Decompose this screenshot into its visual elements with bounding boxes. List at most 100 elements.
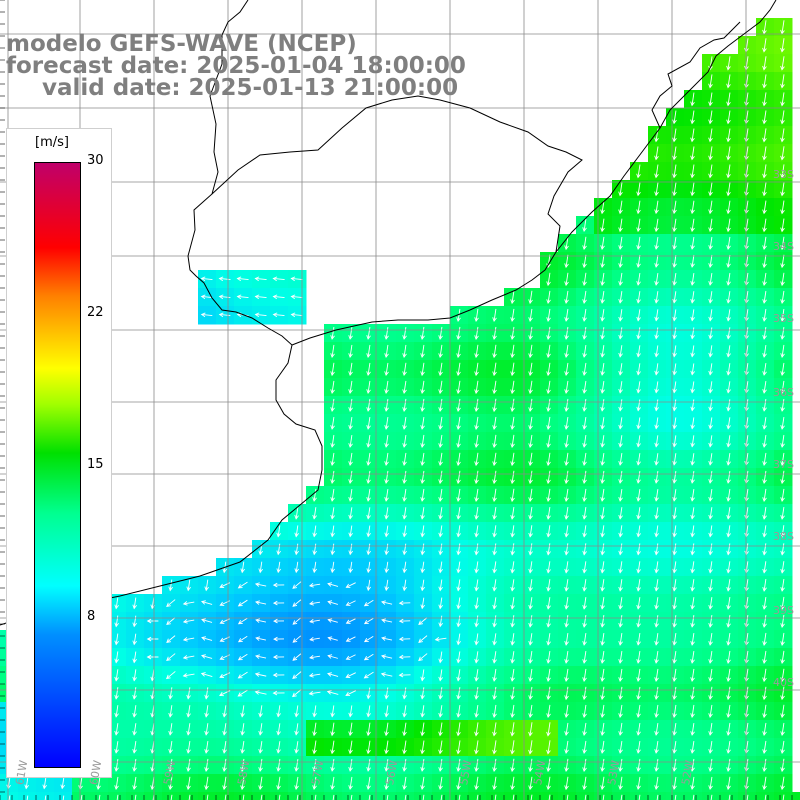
wind-arrow	[654, 218, 659, 233]
wind-speed-cell	[432, 792, 451, 800]
wind-arrow	[528, 398, 533, 413]
wind-arrow	[381, 636, 393, 641]
wind-arrow	[654, 254, 659, 268]
wind-arrow	[708, 218, 713, 233]
wind-arrow	[182, 619, 195, 624]
wind-arrow	[690, 146, 695, 161]
wind-arrow	[384, 434, 389, 448]
wind-arrow	[348, 416, 353, 430]
wind-arrow	[348, 362, 353, 377]
wind-arrow	[564, 615, 569, 628]
wind-arrow	[690, 399, 695, 412]
wind-arrow	[240, 758, 245, 772]
wind-arrow	[345, 636, 356, 642]
wind-arrow	[438, 615, 443, 628]
wind-arrow	[402, 776, 407, 790]
wind-arrow	[546, 470, 551, 485]
wind-arrow	[726, 470, 731, 484]
wind-arrow	[204, 579, 209, 592]
wind-arrow	[96, 776, 101, 790]
wind-arrow	[188, 794, 191, 800]
wind-arrow	[273, 636, 284, 642]
wind-arrow	[762, 740, 767, 754]
wind-arrow	[780, 146, 785, 161]
wind-arrow	[636, 327, 641, 340]
wind-speed-cell	[648, 792, 667, 800]
wind-arrow	[620, 794, 623, 800]
wind-arrow	[348, 525, 353, 538]
wind-arrow	[690, 758, 695, 772]
wind-arrow	[510, 704, 515, 719]
wind-arrow	[308, 691, 321, 696]
wind-arrow	[330, 722, 335, 737]
wind-arrow	[182, 673, 195, 678]
wind-arrow	[492, 507, 497, 520]
wind-arrow	[690, 110, 695, 125]
wind-arrow	[292, 581, 302, 589]
wind-arrow	[474, 326, 479, 341]
wind-arrow	[690, 507, 695, 520]
wind-arrow	[672, 128, 677, 143]
wind-arrow	[384, 687, 389, 700]
wind-arrow	[654, 164, 659, 179]
wind-arrow	[402, 525, 407, 538]
wind-arrow	[254, 672, 267, 677]
wind-arrow	[114, 669, 119, 682]
wind-arrow	[510, 470, 515, 485]
wind-arrow	[420, 758, 425, 772]
wind-arrow	[636, 561, 641, 574]
wind-arrow	[654, 704, 659, 718]
wind-arrow	[582, 668, 587, 683]
wind-arrow	[528, 308, 533, 323]
wind-arrow	[584, 794, 587, 800]
wind-arrow	[528, 704, 533, 719]
wind-arrow	[726, 776, 731, 791]
wind-arrow	[420, 416, 425, 430]
wind-arrow	[762, 507, 767, 520]
colorbar-tick: 15	[87, 457, 104, 472]
wind-arrow	[404, 794, 407, 800]
wind-arrow	[272, 654, 285, 660]
wind-arrow	[780, 704, 785, 719]
wind-arrow	[600, 327, 605, 340]
wind-arrow	[237, 581, 248, 589]
wind-arrow	[690, 309, 695, 322]
wind-arrow	[780, 452, 785, 467]
wind-arrow	[182, 637, 195, 642]
wind-arrow	[600, 704, 605, 719]
wind-arrow	[636, 525, 641, 538]
wind-arrow	[654, 758, 659, 772]
wind-arrow	[438, 561, 443, 574]
wind-arrow	[384, 525, 389, 538]
wind-arrow	[618, 561, 623, 574]
wind-arrow	[636, 417, 641, 430]
wind-arrow	[636, 381, 641, 394]
wind-arrow	[222, 705, 227, 718]
wind-arrow	[564, 686, 569, 701]
wind-arrow	[690, 254, 695, 268]
wind-arrow	[420, 597, 425, 610]
wind-arrow	[330, 507, 335, 520]
wind-speed-cell	[612, 792, 631, 800]
coastline	[0, 0, 777, 626]
wind-arrow	[528, 470, 533, 485]
wind-arrow	[474, 452, 479, 467]
wind-arrow	[546, 722, 551, 737]
wind-arrow	[510, 344, 515, 359]
wind-arrow	[398, 618, 411, 624]
wind-arrow	[312, 705, 317, 718]
wind-arrow	[708, 128, 713, 143]
wind-arrow	[218, 276, 231, 282]
wind-arrow	[528, 668, 533, 682]
wind-arrow	[366, 507, 371, 520]
wind-arrow	[528, 633, 533, 646]
wind-arrow	[222, 776, 227, 791]
wind-arrow	[255, 636, 266, 641]
wind-arrow	[708, 471, 713, 484]
wind-arrow	[708, 615, 713, 628]
wind-arrow	[474, 651, 479, 664]
wind-arrow	[386, 794, 389, 800]
wind-arrow	[692, 794, 695, 800]
wind-arrow	[438, 776, 443, 791]
wind-arrow	[420, 488, 425, 502]
